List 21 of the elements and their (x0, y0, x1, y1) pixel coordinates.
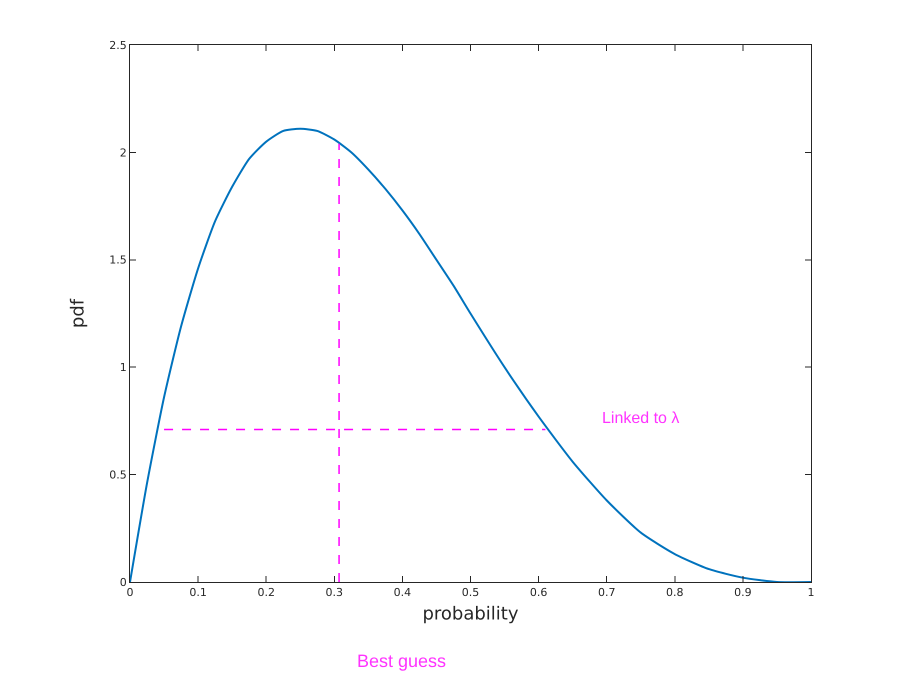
x-tick-label: 0.3 (326, 586, 344, 600)
x-tick-label: 0.7 (598, 586, 616, 600)
annotation: Linked to λ (602, 410, 680, 427)
x-tick-label: 0.8 (666, 586, 684, 600)
y-tick-label: 2 (120, 146, 127, 160)
y-tick-label: 0 (120, 576, 127, 589)
text: Best guess (357, 651, 446, 671)
x-tick-label: 1 (808, 586, 814, 600)
x-tick-label: 0.9 (734, 586, 752, 600)
y-tick-label: 0.5 (109, 468, 127, 482)
y-axis-title: pdf (68, 298, 88, 328)
x-tick-label: 0.4 (394, 586, 412, 600)
x-tick-label: 0.2 (257, 586, 275, 600)
x-axis-title: probability (422, 603, 519, 624)
x-tick-label: 0.5 (462, 586, 480, 600)
x-tick-label: 0.1 (189, 586, 207, 600)
x-tick-label: 0.6 (530, 586, 548, 600)
y-tick-label: 1 (120, 361, 127, 374)
line-series (130, 128, 811, 582)
y-tick-label: 1.5 (109, 254, 127, 267)
y-tick-label: 2.5 (109, 38, 127, 52)
